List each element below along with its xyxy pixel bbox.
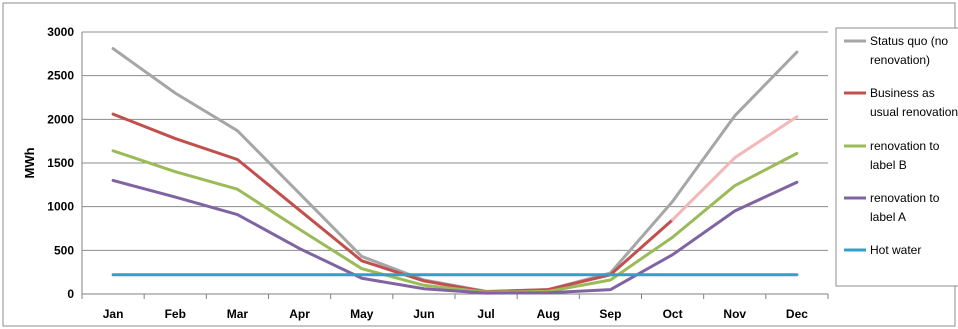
y-tick-label: 1000 xyxy=(47,200,74,214)
x-tick-label: May xyxy=(350,307,374,321)
x-tick-label: Aug xyxy=(537,307,560,321)
legend-label-line2: renovation) xyxy=(870,53,930,67)
legend-label-line2: label A xyxy=(870,210,906,224)
x-tick-label: Feb xyxy=(165,307,186,321)
x-tick-label: Jan xyxy=(103,307,124,321)
y-tick-label: 2500 xyxy=(47,69,74,83)
legend-label-line2: label B xyxy=(870,158,907,172)
axes xyxy=(81,32,829,299)
series-2 xyxy=(111,112,799,294)
x-tick-label: Dec xyxy=(786,307,808,321)
legend-label-line1: Hot water xyxy=(870,243,921,257)
series-line xyxy=(111,112,675,294)
legend-label-line1: renovation to xyxy=(870,139,940,153)
y-axis-title: MWh xyxy=(22,147,37,178)
y-tick-labels: 0 500 1000 1500 2000 2500 3000 xyxy=(47,25,74,301)
legend-item: Status quo (no renovation) xyxy=(844,34,948,67)
legend-label-line1: Business as xyxy=(870,86,935,100)
legend-item: renovation to label B xyxy=(844,139,940,172)
x-tick-labels: Jan Feb Mar Apr May Jun Jul Aug Sep Oct Nov Dec xyxy=(103,307,809,321)
series-line xyxy=(111,149,799,294)
x-tick-label: Oct xyxy=(663,307,683,321)
y-tick-label: 1500 xyxy=(47,156,74,170)
x-tick-label: Jun xyxy=(413,307,434,321)
series-lines xyxy=(111,47,799,295)
legend-item: Business as usual renovation xyxy=(844,86,958,119)
series-3 xyxy=(111,149,799,294)
x-tick-label: Apr xyxy=(289,307,310,321)
legend-item: Hot water xyxy=(844,243,921,257)
series-line xyxy=(111,178,799,295)
y-tick-label: 3000 xyxy=(47,25,74,39)
x-tick-label: Mar xyxy=(227,307,249,321)
series-4 xyxy=(111,178,799,295)
legend: Status quo (no renovation) Business as usua… xyxy=(835,27,958,287)
legend-box xyxy=(835,27,958,287)
y-tick-label: 500 xyxy=(54,243,74,257)
series-line-tail xyxy=(671,115,799,222)
y-tick-label: 2000 xyxy=(47,112,74,126)
legend-item: renovation to label A xyxy=(844,191,940,224)
x-tick-label: Jul xyxy=(477,307,494,321)
y-tick-label: 0 xyxy=(67,287,74,301)
legend-label-line1: renovation to xyxy=(870,191,940,205)
x-tick-label: Nov xyxy=(723,307,746,321)
legend-label-line2: usual renovation xyxy=(870,105,958,119)
x-tick-label: Sep xyxy=(599,307,621,321)
legend-label-line1: Status quo (no xyxy=(870,34,948,48)
